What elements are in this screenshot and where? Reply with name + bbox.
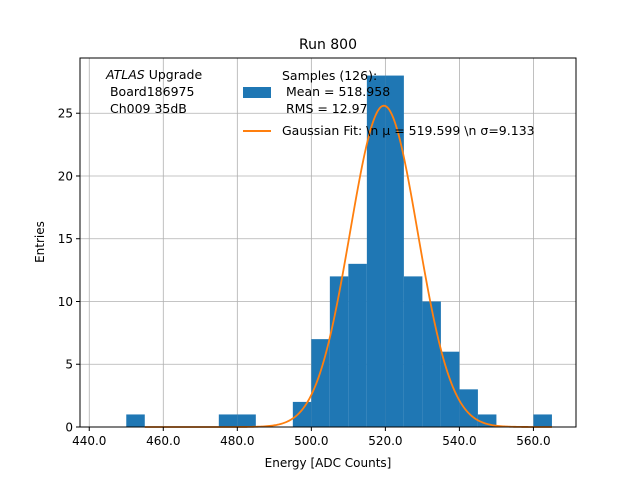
x-tick-label: 540.0	[442, 434, 476, 448]
x-tick-label: 440.0	[72, 434, 106, 448]
histogram-bar	[440, 351, 460, 427]
x-axis-ticks: 440.0 460.0 480.0 500.0 520.0 540.0 560.0	[72, 427, 551, 448]
atlas-label: ATLAS	[105, 67, 145, 82]
histogram-bar	[477, 414, 497, 427]
histogram-bar	[348, 263, 367, 427]
y-tick-label: 0	[65, 421, 73, 435]
legend-histogram-swatch	[243, 87, 271, 98]
histogram-bar	[329, 276, 349, 427]
legend-mean-label: Mean = 518.958	[282, 84, 390, 99]
y-tick-label: 25	[58, 107, 73, 121]
histogram-bar	[422, 301, 441, 427]
plot-frame	[79, 57, 577, 428]
annotation-line-2: Board186975	[106, 84, 194, 99]
y-tick-label: 20	[58, 169, 73, 183]
x-tick-label: 520.0	[368, 434, 402, 448]
chart-title: Run 800	[299, 37, 357, 53]
legend-rms-label: RMS = 12.97	[282, 101, 368, 116]
x-axis-label: Energy [ADC Counts]	[265, 456, 392, 470]
annotation-line-3: Ch009 35dB	[106, 101, 187, 116]
y-tick-label: 15	[58, 232, 73, 246]
legend: Samples (126): Mean = 518.958 RMS = 12.9…	[243, 68, 535, 138]
histogram-bar	[126, 414, 145, 427]
histogram-bar	[403, 276, 423, 427]
x-tick-label: 560.0	[516, 434, 550, 448]
histogram-bar	[385, 75, 404, 428]
x-tick-label: 500.0	[294, 434, 328, 448]
legend-samples-label: Samples (126):	[282, 68, 377, 83]
histogram-bar	[366, 75, 386, 428]
histogram-bar	[237, 414, 256, 427]
annotation-line-1: ATLAS Upgrade	[105, 67, 202, 82]
x-tick-label: 480.0	[220, 434, 254, 448]
histogram-bar	[292, 401, 312, 427]
histogram-bar	[459, 389, 478, 427]
x-tick-label: 460.0	[146, 434, 180, 448]
histogram-bar	[533, 414, 552, 427]
y-tick-label: 5	[65, 358, 73, 372]
upgrade-label: Upgrade	[145, 67, 203, 82]
y-axis-label: Entries	[33, 221, 47, 263]
y-axis-ticks: 0 5 10 15 20 25	[58, 107, 80, 435]
y-tick-label: 10	[58, 295, 73, 309]
histogram-bar	[218, 414, 238, 427]
histogram-bar	[311, 339, 330, 427]
atlas-annotation: ATLAS Upgrade Board186975 Ch009 35dB	[105, 67, 202, 116]
legend-fit-label: Gaussian Fit: \n μ = 519.599 \n σ=9.133	[282, 123, 535, 138]
